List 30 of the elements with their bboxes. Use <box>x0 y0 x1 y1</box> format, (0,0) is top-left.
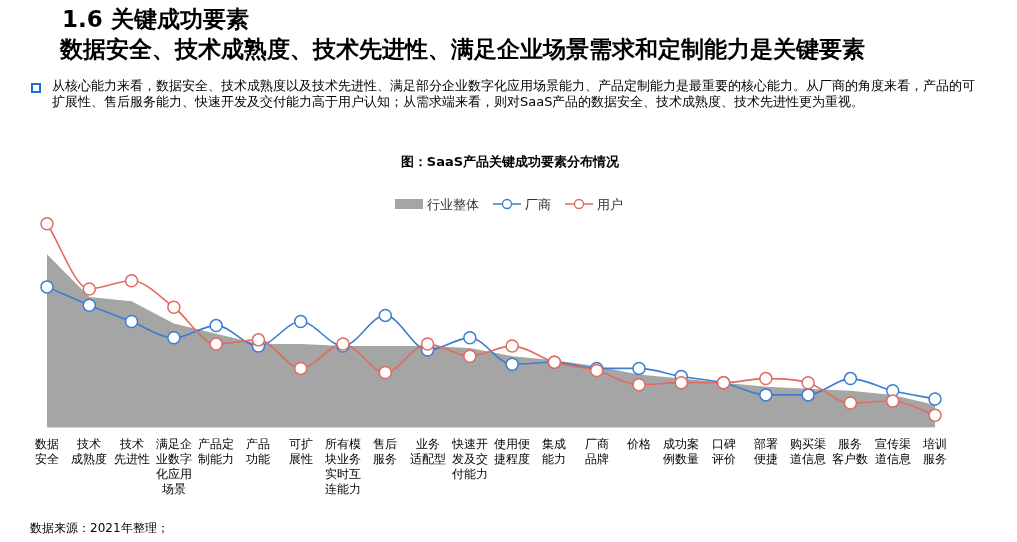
x-tick-label: 宣传渠道信息 <box>874 437 911 466</box>
x-tick-label: 可扩展性 <box>288 437 313 466</box>
x-tick-label: 厂商 品牌 <box>584 437 609 466</box>
x-tick-label: 快速开发及交付能力 <box>450 437 488 481</box>
x-tick-label: 技术成熟度 <box>71 437 108 466</box>
x-tick-label: 部署便捷 <box>753 437 778 466</box>
x-tick-label: 成功案例数量 <box>663 437 700 466</box>
x-tick-label: 价格 <box>626 437 651 451</box>
x-tick-label: 服务客户数 <box>832 437 869 466</box>
source-note: 数据来源：2021年整理； <box>30 521 169 535</box>
legend-label: 厂商 <box>525 196 551 212</box>
chart-title: 1.6 关键成功要素 <box>62 5 249 34</box>
x-tick-label: 业务适配型 <box>409 437 446 466</box>
chart-subtitle: 数据安全、技术成熟度、技术先进性、满足企业场景需求和定制能力是关键要素 <box>60 35 865 64</box>
text: 图：SaaS产品关键成功要素分布情况 <box>400 154 621 169</box>
x-tick-label: 满足企业数字化应用场景 <box>155 437 192 496</box>
legend-label: 行业整体 <box>427 196 479 212</box>
x-tick-label: 售后服务 <box>373 437 398 466</box>
x-tick-label: 所有模块业务实时互连能力 <box>324 437 361 496</box>
x-tick-label: 产品功能 <box>246 437 271 466</box>
x-tick-label: 数据安全 <box>35 437 59 466</box>
x-tick-label: 使用便捷程度 <box>494 437 531 466</box>
x-tick-label: 产品定制能力 <box>198 437 235 466</box>
x-tick-label: 集成能力 <box>542 437 567 466</box>
text: 从核心能力来看，数据安全、技术成熟度以及技术先进性、满足部分企业数字化应用场景能力、产品定制能力是最重要的核心能力。从厂商的角度来看，产品的可扩展性、售后服务能力、快速开发及交付能力高于用户认知；从需求端来看，则对SaaS产品的数据安全、技术成熟度、技术先进性更为重视。 <box>52 78 976 110</box>
x-tick-label: 技术先进性 <box>113 437 150 466</box>
x-tick-label: 购买渠道信息 <box>790 437 827 466</box>
x-tick-label: 培训服务 <box>922 437 947 466</box>
legend-label: 用户 <box>597 196 623 212</box>
x-tick-label: 口碑评价 <box>711 437 736 466</box>
